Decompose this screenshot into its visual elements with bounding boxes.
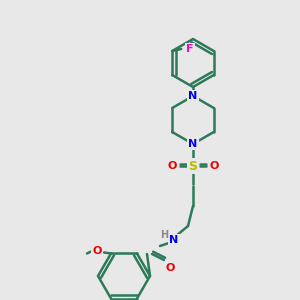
Text: N: N — [169, 235, 178, 245]
Text: N: N — [188, 91, 198, 101]
Text: N: N — [188, 139, 198, 149]
Text: O: O — [92, 247, 102, 256]
Text: F: F — [187, 44, 194, 54]
Text: H: H — [160, 230, 168, 240]
Text: S: S — [188, 160, 197, 172]
Text: O: O — [209, 161, 219, 171]
Text: O: O — [165, 263, 175, 273]
Text: O: O — [167, 161, 177, 171]
